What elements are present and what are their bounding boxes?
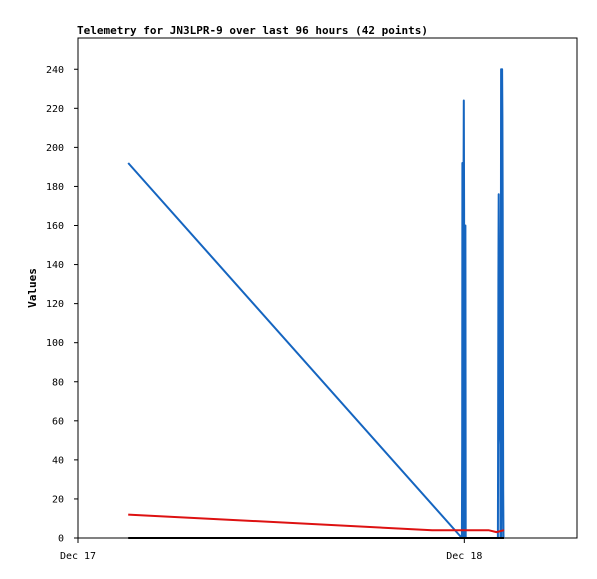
y-tick-label: 180 [46,182,64,193]
series-line-2 [128,513,505,534]
x-tick-label: Dec 18 [446,551,482,562]
y-tick-label: 220 [46,104,64,115]
y-axis: 0 20 40 60 80 100 120 140 160 180 200 220 240 [46,65,78,545]
chart-title: Telemetry for JN3LPR-9 over last 96 hour… [77,24,428,37]
y-tick-label: 60 [52,416,64,427]
y-tick-label: 20 [52,494,64,505]
y-tick-label: 120 [46,299,64,310]
series-group [127,68,505,539]
y-tick-label: 80 [52,377,64,388]
y-tick-label: 160 [46,221,64,232]
series-line-1 [127,68,505,539]
y-tick-label: 200 [46,143,64,154]
y-tick-label: 100 [46,338,64,349]
x-tick-label: Dec 17 [60,551,96,562]
x-axis: Dec 17 Dec 18 [60,538,482,562]
y-axis-label: Values [26,268,39,308]
y-tick-label: 140 [46,260,64,271]
y-tick-label: 40 [52,455,64,466]
y-tick-label: 240 [46,65,64,76]
y-tick-label: 0 [58,534,64,545]
